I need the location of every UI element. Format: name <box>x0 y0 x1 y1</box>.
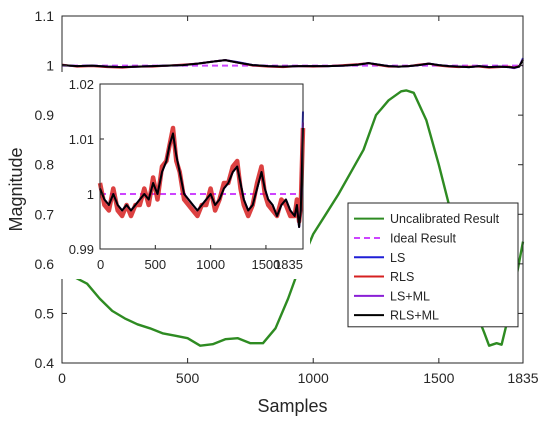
y-axis-label: Magnitude <box>6 147 26 231</box>
legend: Uncalibrated Result Ideal Result LS RLS LS+M… <box>347 202 519 328</box>
main-x-tick-label: 500 <box>176 370 200 386</box>
inset-y-tick-label: 1 <box>87 187 94 202</box>
inset-plot-frame <box>99 83 304 250</box>
main-y-tick-label: 0.4 <box>35 355 55 371</box>
main-x-tick-label: 1835 <box>507 370 538 386</box>
legend-label-ls: LS <box>390 251 405 265</box>
inset-x-tick-label: 1000 <box>196 257 225 272</box>
inset-y-tick-label: 1.02 <box>69 77 94 92</box>
inset-series-line-rls-ml <box>99 127 304 228</box>
main-y-tick-label: 1 <box>46 58 54 74</box>
inset-y-tick-label: 1.01 <box>69 132 94 147</box>
legend-label-ideal-result: Ideal Result <box>390 231 457 245</box>
main-y-tick-label: 0.8 <box>35 157 55 173</box>
legend-label-rls-ml: RLS+ML <box>390 309 439 323</box>
inset-x-tick-label: 1835 <box>274 257 303 272</box>
inset-background <box>60 72 310 279</box>
main-y-tick-label: 0.9 <box>35 107 55 123</box>
inset-x-tick-label: 0 <box>97 257 104 272</box>
inset-x-tick-label: 1500 <box>251 257 280 272</box>
legend-label-ls-ml: LS+ML <box>390 289 430 303</box>
main-y-tick-label: 1.1 <box>35 8 55 24</box>
x-axis-label: Samples <box>257 396 327 416</box>
legend-label-rls: RLS <box>390 270 414 284</box>
legend-box <box>347 202 519 328</box>
inset-x-tick-label: 500 <box>144 257 166 272</box>
inset-y-tick-label: 0.99 <box>69 242 94 257</box>
main-series-line-rls-ml <box>61 59 524 69</box>
inset-series-group <box>97 111 306 228</box>
main-x-tick-label: 1500 <box>423 370 454 386</box>
main-y-tick-label: 0.6 <box>35 256 55 272</box>
main-y-tick-label: 0.5 <box>35 305 55 321</box>
main-x-tick-label: 0 <box>58 370 66 386</box>
main-x-tick-label: 1000 <box>298 370 329 386</box>
main-y-tick-label: 0.7 <box>35 206 55 222</box>
legend-label-uncalibrated-result: Uncalibrated Result <box>390 212 500 226</box>
